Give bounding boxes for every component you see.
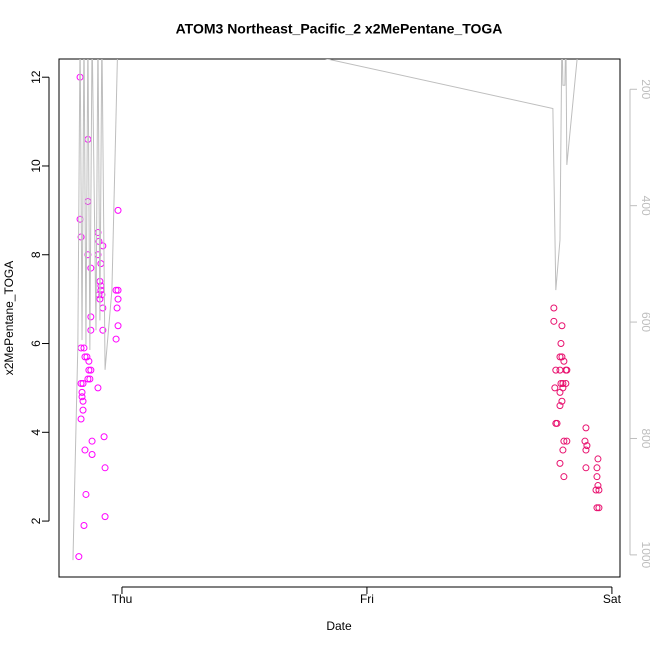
data-point: [79, 406, 87, 414]
data-point: [595, 504, 603, 512]
data-point: [114, 322, 122, 330]
data-point: [594, 482, 602, 490]
data-point: [581, 437, 589, 445]
y-tick-label: 10: [29, 159, 43, 173]
data-point: [100, 433, 108, 441]
data-point: [87, 326, 95, 334]
data-point: [88, 450, 96, 458]
data-point: [557, 340, 565, 348]
data-point: [83, 353, 91, 361]
data-point: [582, 464, 590, 472]
y2-tick-label: 400: [639, 196, 650, 216]
data-point: [559, 446, 567, 454]
data-point: [85, 366, 93, 374]
plot-frame: [58, 58, 621, 578]
data-point: [559, 384, 567, 392]
data-point: [582, 424, 590, 432]
data-point: [558, 397, 566, 405]
data-point: [86, 375, 94, 383]
data-point: [77, 379, 85, 387]
data-point: [113, 304, 121, 312]
data-point: [560, 357, 568, 365]
data-point: [556, 402, 564, 410]
data-point: [114, 286, 122, 294]
data-point: [81, 353, 89, 361]
data-point: [558, 322, 566, 330]
data-point: [114, 206, 122, 214]
data-point: [85, 357, 93, 365]
data-point: [78, 393, 86, 401]
data-point: [560, 473, 568, 481]
y2-tick-label: 1000: [639, 542, 650, 569]
data-point: [88, 437, 96, 445]
data-point: [560, 437, 568, 445]
y2-tick-label: 600: [639, 312, 650, 332]
data-point: [593, 504, 601, 512]
data-point: [84, 197, 92, 205]
data-point: [556, 388, 564, 396]
data-point: [593, 464, 601, 472]
data-point: [112, 286, 120, 294]
plot-area: [72, 59, 603, 561]
y-tick-label: 2: [29, 517, 43, 524]
data-point: [556, 366, 564, 374]
data-point: [97, 260, 105, 268]
data-point: [563, 366, 571, 374]
data-point: [87, 366, 95, 374]
data-point: [82, 490, 90, 498]
y-tick-label: 12: [29, 70, 43, 84]
data-point: [87, 313, 95, 321]
data-point: [80, 522, 88, 530]
y-tick-label: 8: [29, 251, 43, 258]
data-point: [595, 486, 603, 494]
data-point: [559, 379, 567, 387]
data-point: [550, 317, 558, 325]
data-point: [101, 464, 109, 472]
y2-tick-label: 200: [639, 79, 650, 99]
y-axis-title: x2MePentane_TOGA: [2, 261, 16, 376]
data-point: [94, 384, 102, 392]
x-tick-label: Sat: [603, 592, 622, 606]
data-point: [98, 291, 106, 299]
data-point: [552, 366, 560, 374]
y-tick-label: 4: [29, 429, 43, 436]
data-point: [553, 419, 561, 427]
data-point: [77, 415, 85, 423]
x-axis-title: Date: [326, 619, 352, 633]
data-point: [81, 446, 89, 454]
data-point: [558, 353, 566, 361]
x-tick-label: Thu: [112, 592, 133, 606]
data-point: [79, 379, 87, 387]
data-point: [556, 353, 564, 361]
data-point: [78, 388, 86, 396]
data-point: [112, 335, 120, 343]
x-tick-label: Fri: [360, 592, 374, 606]
data-point: [593, 473, 601, 481]
data-point: [582, 446, 590, 454]
data-point: [75, 553, 83, 561]
data-point: [594, 455, 602, 463]
data-point: [114, 295, 122, 303]
data-point: [583, 442, 591, 450]
data-point: [84, 375, 92, 383]
data-point: [563, 437, 571, 445]
data-point: [551, 384, 559, 392]
data-point: [556, 459, 564, 467]
data-point: [84, 135, 92, 143]
y2-tick-label: 800: [639, 428, 650, 448]
data-point: [592, 486, 600, 494]
y-tick-label: 6: [29, 340, 43, 347]
data-point: [79, 397, 87, 405]
data-point: [76, 215, 84, 223]
data-point: [550, 304, 558, 312]
data-point: [101, 513, 109, 521]
data-point: [99, 326, 107, 334]
chart-title: ATOM3 Northeast_Pacific_2 x2MePentane_TO…: [176, 21, 503, 37]
data-point: [557, 379, 565, 387]
data-point: [80, 344, 88, 352]
pressure-line: [72, 59, 578, 561]
